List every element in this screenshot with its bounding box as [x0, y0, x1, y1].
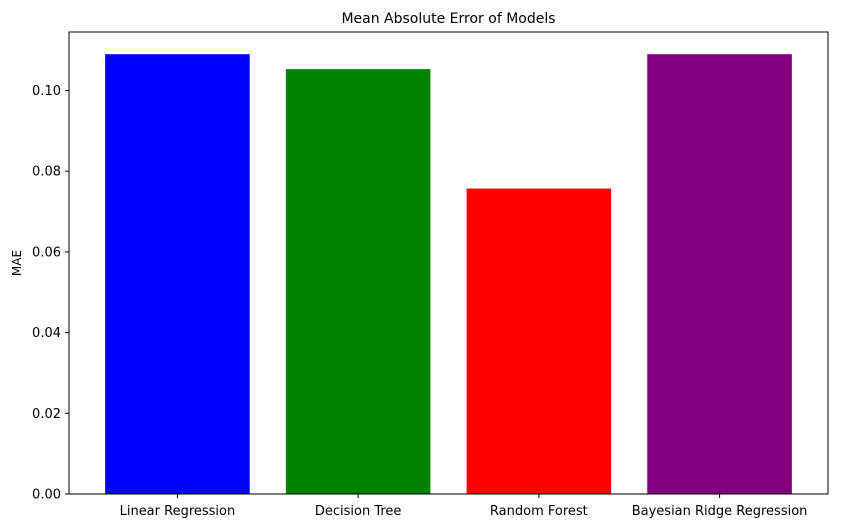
plot-area-frame — [68, 31, 829, 495]
bars-group — [105, 54, 792, 494]
chart-title: Mean Absolute Error of Models — [341, 11, 555, 27]
bar-linear-regression — [105, 54, 250, 494]
y-tick-label: 0.00 — [32, 488, 61, 503]
y-tick-label: 0.06 — [32, 245, 61, 260]
y-tick-label: 0.04 — [32, 326, 61, 341]
x-tick-label: Random Forest — [490, 504, 588, 519]
y-axis-ticks: 0.00 0.02 0.04 0.06 0.08 0.10 — [32, 84, 69, 503]
bar-random-forest — [466, 188, 612, 494]
x-axis-ticks: Linear Regression Decision Tree Random For… — [120, 494, 808, 519]
y-tick-label: 0.10 — [32, 84, 61, 99]
y-tick-label: 0.02 — [32, 407, 61, 422]
bar-bayesian-ridge-regression — [647, 54, 792, 494]
x-tick-label: Decision Tree — [315, 504, 402, 519]
y-tick-label: 0.08 — [32, 165, 61, 180]
bar-decision-tree — [285, 69, 431, 494]
x-tick-label: Bayesian Ridge Regression — [632, 504, 808, 519]
x-tick-label: Linear Regression — [120, 504, 236, 519]
y-axis-label: MAE — [10, 250, 24, 276]
